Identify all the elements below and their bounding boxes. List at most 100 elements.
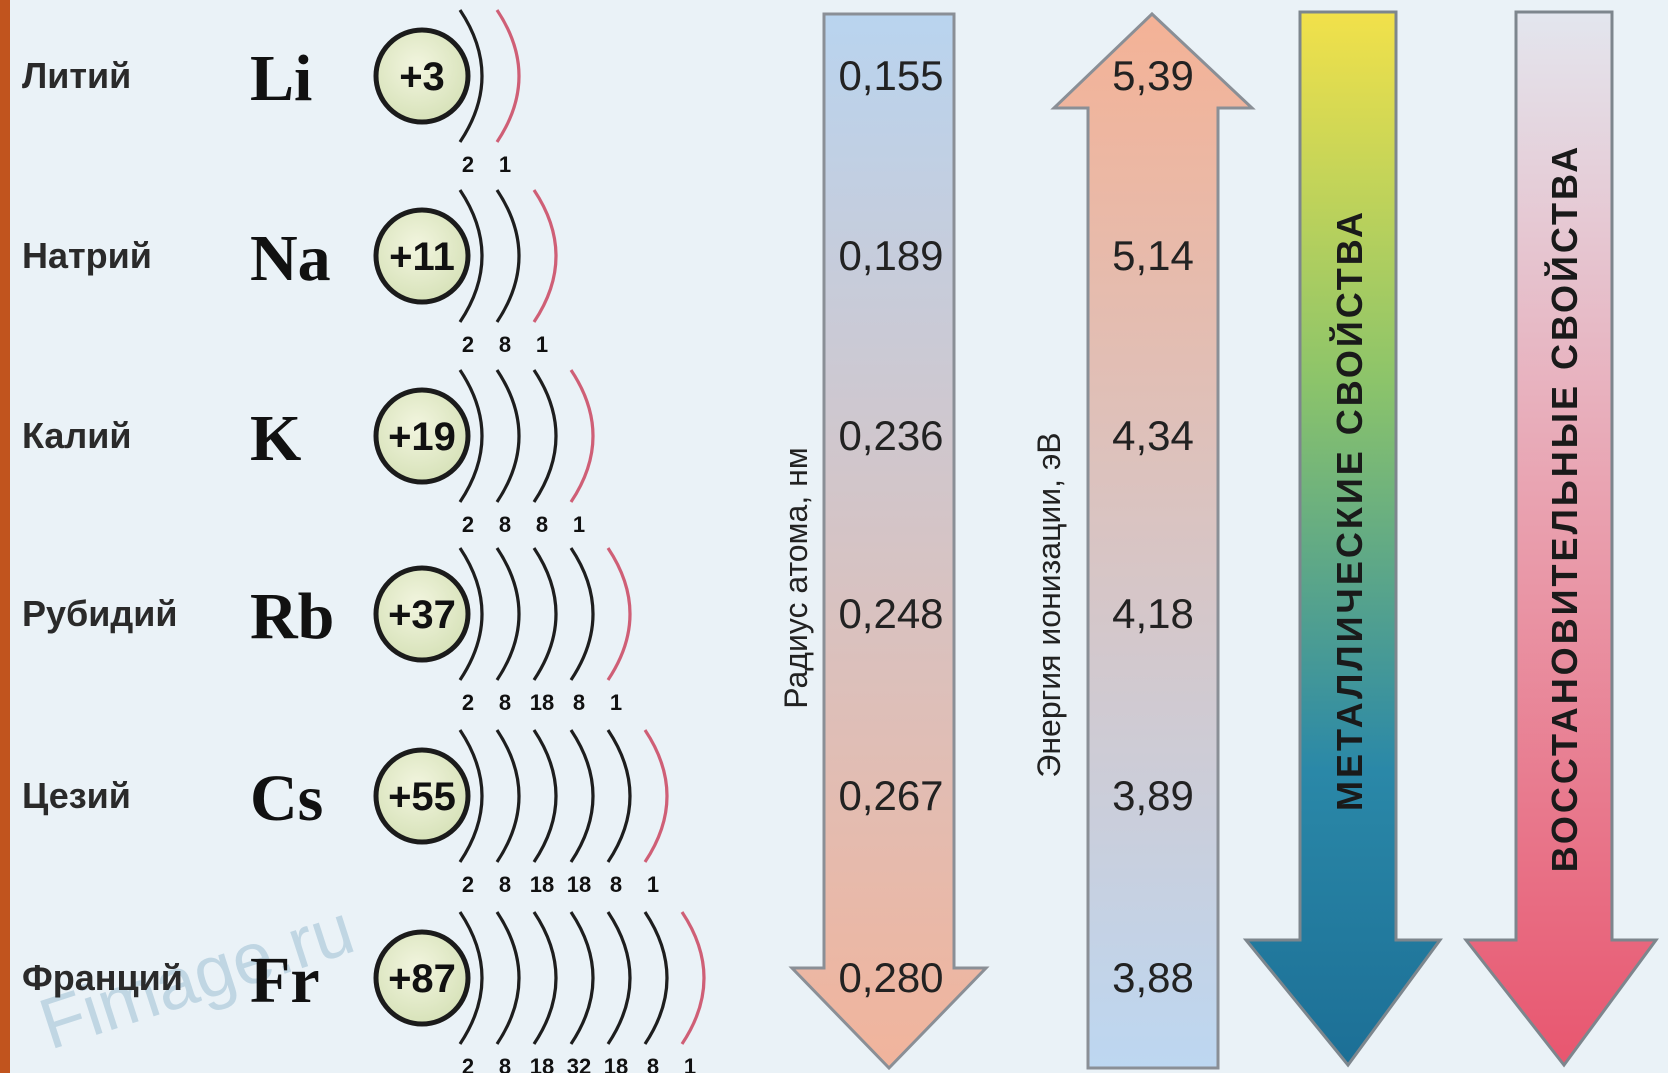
shell-electron-count: 2 xyxy=(462,152,474,177)
element-name: Цезий xyxy=(22,775,131,816)
ionization-values: 5,39 5,14 4,34 4,18 3,89 3,88 xyxy=(1112,52,1194,1001)
shell-electron-count: 18 xyxy=(530,1054,554,1073)
shell-electron-count: 8 xyxy=(499,690,511,715)
electron-shell-arc xyxy=(680,911,706,1045)
electron-shell-arc xyxy=(569,729,595,863)
metallic-arrow-shape xyxy=(1242,10,1443,1068)
element-row-k: Калий K +192 8 8 1 xyxy=(22,369,595,537)
nucleus-charge: +19 xyxy=(388,415,456,459)
radius-value: 0,189 xyxy=(838,232,943,279)
electron-shell-arc xyxy=(532,369,558,503)
ionization-axis-label: Энергия ионизации, эВ xyxy=(1031,432,1067,777)
electron-shell-arc xyxy=(643,911,669,1045)
ionization-arrow-shape xyxy=(1050,11,1256,1070)
radius-value: 0,155 xyxy=(838,52,943,99)
radius-arrow-shape xyxy=(788,12,990,1071)
nucleus-circle xyxy=(373,387,471,485)
electron-shell-arc xyxy=(458,729,484,863)
radius-axis-label: Радиус атома, нм xyxy=(778,447,814,709)
nucleus-charge: +55 xyxy=(388,775,456,819)
shell-electron-count: 18 xyxy=(567,872,591,897)
radius-arrow: 0,155 0,189 0,236 0,248 0,267 0,280 Радиус ат… xyxy=(778,12,990,1071)
ionization-arrow: 5,39 5,14 4,34 4,18 3,89 3,88 Энергия ионизац… xyxy=(1031,11,1256,1070)
element-symbol: Li xyxy=(250,42,312,115)
radius-value: 0,236 xyxy=(838,412,943,459)
shell-electron-count: 1 xyxy=(684,1054,696,1073)
nucleus-circle xyxy=(373,747,471,845)
electron-shell-arc xyxy=(495,369,521,503)
radius-value: 0,267 xyxy=(838,772,943,819)
element-symbol: Rb xyxy=(250,580,334,653)
shell-electron-count: 8 xyxy=(499,512,511,537)
metallic-properties-arrow: МЕТАЛЛИЧЕСКИЕ СВОЙСТВА xyxy=(1242,10,1443,1068)
ionization-value: 3,88 xyxy=(1112,954,1194,1001)
nucleus-circle xyxy=(373,207,471,305)
radius-value: 0,280 xyxy=(838,954,943,1001)
shell-electron-count: 1 xyxy=(647,872,659,897)
shell-electron-count: 8 xyxy=(647,1054,659,1073)
element-name: Натрий xyxy=(22,235,152,276)
shell-electron-count: 8 xyxy=(499,1054,511,1073)
shell-electron-count: 8 xyxy=(499,332,511,357)
nucleus-circle xyxy=(373,27,471,125)
electron-shell-arc xyxy=(495,9,521,143)
ionization-value: 5,14 xyxy=(1112,232,1194,279)
radius-value: 0,248 xyxy=(838,590,943,637)
reducing-arrow-shape xyxy=(1462,10,1659,1068)
element-name: Литий xyxy=(22,55,131,96)
shell-electron-count: 18 xyxy=(530,872,554,897)
shell-electron-count: 2 xyxy=(462,690,474,715)
electron-shell-arc xyxy=(606,729,632,863)
electron-shell-arc xyxy=(606,911,632,1045)
shell-electron-count: 2 xyxy=(462,872,474,897)
electron-shell-arc xyxy=(495,547,521,681)
reducing-properties-label: ВОССТАНОВИТЕЛЬНЫЕ СВОЙСТВА xyxy=(1543,144,1585,872)
shell-electron-count: 1 xyxy=(573,512,585,537)
element-row-na: Натрий Na +11 2 8 1 xyxy=(22,189,558,357)
electron-shell-arc xyxy=(458,9,484,143)
electron-shell-arc xyxy=(606,547,632,681)
shell-electron-count: 8 xyxy=(610,872,622,897)
electron-shell-arc xyxy=(569,547,595,681)
shell-electron-count: 1 xyxy=(499,152,511,177)
electron-shell-arc xyxy=(532,911,558,1045)
element-name: Франций xyxy=(22,957,183,998)
electron-shell-arc xyxy=(532,189,558,323)
reducing-properties-arrow: ВОССТАНОВИТЕЛЬНЫЕ СВОЙСТВА xyxy=(1462,10,1659,1068)
nucleus-charge: +87 xyxy=(388,957,456,1001)
electron-shell-arc xyxy=(569,911,595,1045)
electron-shell-arc xyxy=(495,189,521,323)
ionization-value: 5,39 xyxy=(1112,52,1194,99)
nucleus-circle xyxy=(373,929,471,1027)
nucleus-circle xyxy=(373,565,471,663)
electron-shell-arc xyxy=(458,189,484,323)
shell-electron-count: 18 xyxy=(530,690,554,715)
shell-electron-count: 1 xyxy=(610,690,622,715)
element-row-li: Литий Li +3 2 1 xyxy=(22,9,521,177)
electron-shell-arc xyxy=(458,911,484,1045)
electron-shell-arc xyxy=(532,547,558,681)
shell-electron-count: 8 xyxy=(573,690,585,715)
shell-electron-count: 8 xyxy=(536,512,548,537)
element-name: Рубидий xyxy=(22,593,178,634)
element-name: Калий xyxy=(22,415,132,456)
shell-electron-count: 32 xyxy=(567,1054,591,1073)
radius-values: 0,155 0,189 0,236 0,248 0,267 0,280 xyxy=(838,52,943,1001)
metallic-properties-label: МЕТАЛЛИЧЕСКИЕ СВОЙСТВА xyxy=(1328,209,1370,811)
shell-electron-count: 18 xyxy=(604,1054,628,1073)
ionization-value: 4,34 xyxy=(1112,412,1194,459)
electron-shell-arc xyxy=(458,547,484,681)
element-row-fr: Франций Fr +87 2 8 18 32 18 8 1 xyxy=(22,911,706,1073)
electron-shell-arc xyxy=(495,729,521,863)
element-symbol: Na xyxy=(250,222,331,295)
nucleus-charge: +11 xyxy=(389,235,455,279)
electron-shell-arc xyxy=(458,369,484,503)
electron-shell-arc xyxy=(532,729,558,863)
shell-electron-count: 2 xyxy=(462,1054,474,1073)
shell-electron-count: 2 xyxy=(462,332,474,357)
nucleus-charge: +3 xyxy=(399,55,445,99)
shell-electron-count: 8 xyxy=(499,872,511,897)
shell-electron-count: 1 xyxy=(536,332,548,357)
